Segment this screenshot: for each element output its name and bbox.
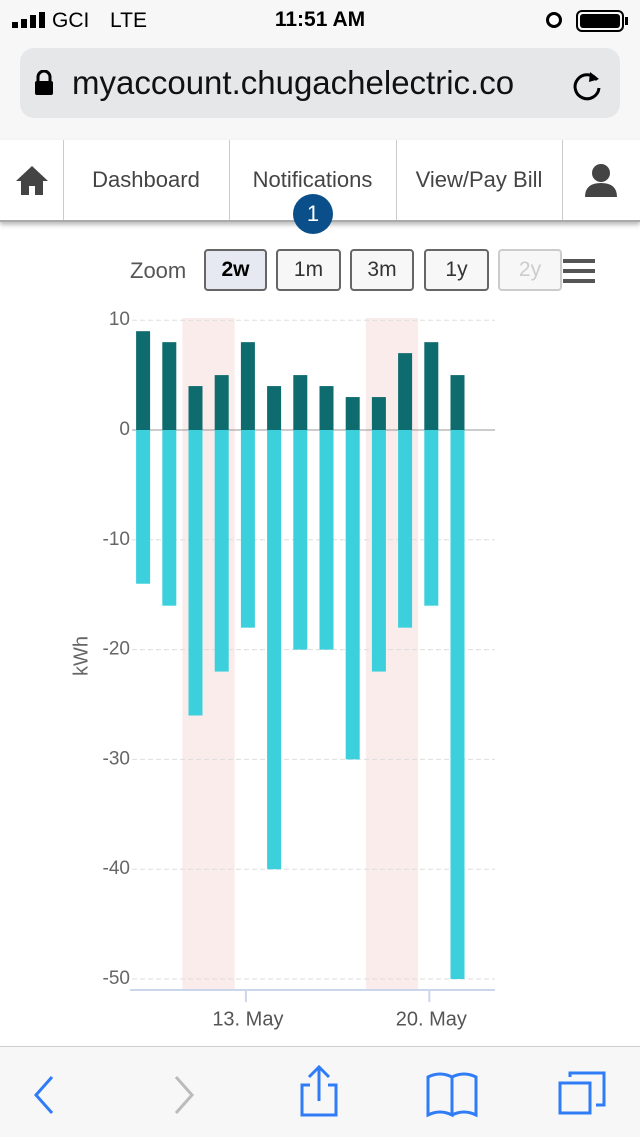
bar	[371, 430, 386, 672]
bar	[162, 342, 177, 430]
reload-icon[interactable]	[570, 68, 604, 102]
bar	[162, 430, 177, 606]
time: 11:51 AM	[274, 8, 366, 31]
bar	[188, 386, 203, 430]
zoom-button[interactable]: 1m	[276, 249, 341, 291]
lock-icon	[35, 70, 53, 95]
status-bar: GCI LTE 11:51 AM	[0, 0, 640, 40]
bar	[293, 375, 308, 430]
x-tick-label: 20. May	[396, 1008, 467, 1030]
bar	[398, 430, 413, 628]
zoom-label: Zoom	[130, 258, 187, 283]
nav-item[interactable]: Dashboard	[63, 140, 230, 220]
bar	[424, 430, 439, 606]
zoom-button[interactable]: 3m	[350, 249, 414, 291]
battery-icon	[546, 10, 628, 32]
y-tick-label: 0	[119, 419, 130, 440]
bar	[319, 386, 334, 430]
x-tick-label: 13. May	[212, 1008, 283, 1030]
bar	[450, 430, 465, 980]
carrier: GCI	[52, 9, 90, 32]
signal-icon	[12, 12, 45, 28]
bar	[424, 342, 439, 430]
bar	[293, 430, 308, 650]
toolbar-icons	[33, 1064, 606, 1118]
zoom-button: 2y	[498, 249, 562, 291]
nav-item[interactable]: View/Pay Bill	[396, 140, 563, 220]
bar	[240, 430, 255, 628]
y-tick-label: -10	[103, 529, 130, 550]
y-axis-label: kWh	[70, 636, 92, 676]
bar	[136, 430, 151, 584]
y-tick-label: -50	[103, 968, 130, 989]
url-field[interactable]: myaccount.chugachelectric.co	[20, 48, 620, 118]
y-tick-label: 10	[109, 309, 130, 330]
notification-badge: 1	[293, 194, 333, 234]
browser-bar: myaccount.chugachelectric.co	[0, 40, 640, 141]
home-button[interactable]	[0, 140, 64, 220]
url-text: myaccount.chugachelectric.co	[72, 64, 515, 101]
bar	[214, 375, 229, 430]
share-icon[interactable]	[300, 1064, 338, 1117]
browser-toolbar	[0, 1046, 640, 1137]
bar	[136, 331, 151, 430]
bar	[267, 386, 282, 430]
bookmarks-icon[interactable]	[426, 1072, 478, 1118]
home-icon	[15, 166, 48, 195]
bar	[240, 342, 255, 430]
y-tick-label: -20	[103, 639, 130, 660]
bar	[450, 375, 465, 430]
y-tick-label: -40	[103, 858, 130, 879]
user-icon	[585, 164, 617, 197]
network: LTE	[110, 9, 147, 32]
bar	[398, 353, 413, 430]
zoom-button[interactable]: 1y	[424, 249, 489, 291]
bar	[345, 430, 360, 760]
bar	[267, 430, 282, 870]
user-button[interactable]	[562, 140, 640, 220]
bar	[188, 430, 203, 716]
back-icon[interactable]	[33, 1076, 54, 1114]
chart: kWh 10 0 -10 -20 -30 -40 -50 13. May 20. May	[70, 309, 495, 1030]
tabs-icon[interactable]	[558, 1071, 606, 1115]
nav-item[interactable]: Notifications	[229, 140, 397, 220]
bar	[319, 430, 334, 650]
forward-icon	[174, 1076, 195, 1114]
bar	[371, 397, 386, 430]
y-tick-label: -30	[103, 748, 130, 769]
bar	[345, 397, 360, 430]
bar	[214, 430, 229, 672]
menu-icon[interactable]	[563, 258, 597, 286]
zoom-button[interactable]: 2w	[204, 249, 267, 291]
